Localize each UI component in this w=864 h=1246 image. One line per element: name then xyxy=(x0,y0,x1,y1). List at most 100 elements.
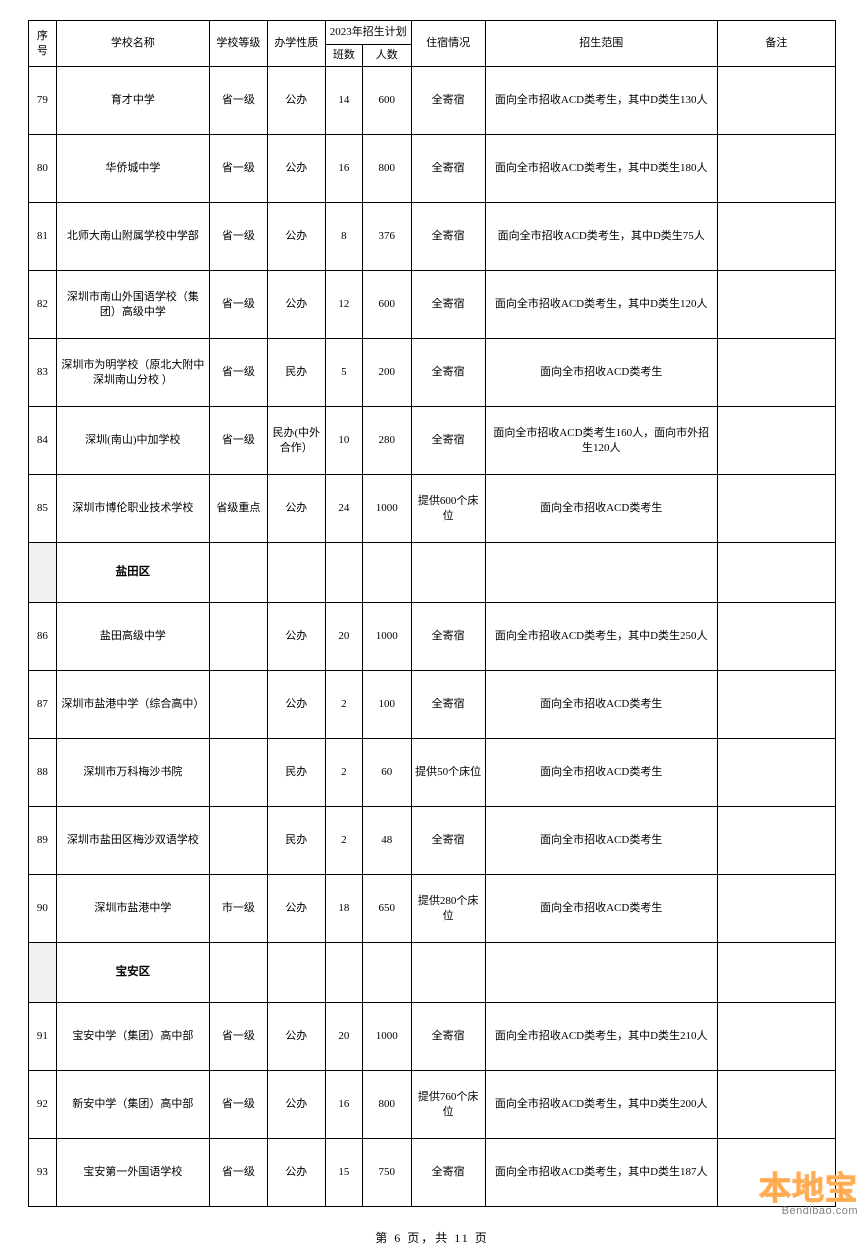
table-row: 85深圳市博伦职业技术学校省级重点公办241000提供600个床位面向全市招收A… xyxy=(29,475,836,543)
cell-level: 省一级 xyxy=(209,407,267,475)
cell-name: 新安中学（集团）高中部 xyxy=(56,1071,209,1139)
cell-classes: 2 xyxy=(325,671,362,739)
cell-classes: 14 xyxy=(325,67,362,135)
cell-seq: 84 xyxy=(29,407,57,475)
cell-remark xyxy=(717,271,835,339)
cell-type: 公办 xyxy=(267,203,325,271)
section-empty xyxy=(411,543,485,603)
section-empty xyxy=(325,543,362,603)
cell-seq: 92 xyxy=(29,1071,57,1139)
table-row: 90深圳市盐港中学市一级公办18650提供280个床位面向全市招收ACD类考生 xyxy=(29,875,836,943)
cell-classes: 15 xyxy=(325,1139,362,1207)
section-seq xyxy=(29,543,57,603)
col-seq-header: 序号 xyxy=(29,21,57,67)
section-name: 盐田区 xyxy=(56,543,209,603)
cell-seq: 89 xyxy=(29,807,57,875)
cell-people: 650 xyxy=(362,875,411,943)
cell-type: 民办(中外合作） xyxy=(267,407,325,475)
col-name-header: 学校名称 xyxy=(56,21,209,67)
cell-name: 深圳(南山)中加学校 xyxy=(56,407,209,475)
cell-type: 民办 xyxy=(267,739,325,807)
cell-board: 全寄宿 xyxy=(411,135,485,203)
cell-people: 48 xyxy=(362,807,411,875)
cell-scope: 面向全市招收ACD类考生，其中D类生187人 xyxy=(485,1139,717,1207)
cell-remark xyxy=(717,339,835,407)
cell-board: 全寄宿 xyxy=(411,1003,485,1071)
col-remark-header: 备注 xyxy=(717,21,835,67)
cell-classes: 10 xyxy=(325,407,362,475)
table-row: 84深圳(南山)中加学校省一级民办(中外合作）10280全寄宿面向全市招收ACD… xyxy=(29,407,836,475)
cell-seq: 88 xyxy=(29,739,57,807)
cell-people: 200 xyxy=(362,339,411,407)
section-empty xyxy=(485,543,717,603)
watermark: 本地宝 Bendibao.com xyxy=(759,1172,858,1217)
cell-level xyxy=(209,739,267,807)
cell-level: 省一级 xyxy=(209,271,267,339)
cell-people: 1000 xyxy=(362,475,411,543)
cell-classes: 16 xyxy=(325,135,362,203)
table-row: 83深圳市为明学校（原北大附中深圳南山分校 ）省一级民办5200全寄宿面向全市招… xyxy=(29,339,836,407)
table-row: 79育才中学省一级公办14600全寄宿面向全市招收ACD类考生，其中D类生130… xyxy=(29,67,836,135)
cell-seq: 80 xyxy=(29,135,57,203)
cell-people: 600 xyxy=(362,67,411,135)
cell-type: 公办 xyxy=(267,603,325,671)
cell-classes: 8 xyxy=(325,203,362,271)
cell-board: 全寄宿 xyxy=(411,603,485,671)
cell-classes: 5 xyxy=(325,339,362,407)
cell-name: 盐田高级中学 xyxy=(56,603,209,671)
cell-name: 深圳市盐港中学 xyxy=(56,875,209,943)
col-plan-header: 2023年招生计划 xyxy=(325,21,411,45)
cell-people: 280 xyxy=(362,407,411,475)
cell-seq: 86 xyxy=(29,603,57,671)
cell-board: 全寄宿 xyxy=(411,67,485,135)
cell-seq: 87 xyxy=(29,671,57,739)
cell-remark xyxy=(717,671,835,739)
cell-people: 750 xyxy=(362,1139,411,1207)
table-row: 87深圳市盐港中学（综合高中）公办2100全寄宿面向全市招收ACD类考生 xyxy=(29,671,836,739)
cell-seq: 91 xyxy=(29,1003,57,1071)
cell-board: 全寄宿 xyxy=(411,203,485,271)
cell-name: 深圳市南山外国语学校（集团）高级中学 xyxy=(56,271,209,339)
cell-scope: 面向全市招收ACD类考生，其中D类生210人 xyxy=(485,1003,717,1071)
cell-scope: 面向全市招收ACD类考生160人，面向市外招生120人 xyxy=(485,407,717,475)
table-row: 86盐田高级中学公办201000全寄宿面向全市招收ACD类考生，其中D类生250… xyxy=(29,603,836,671)
cell-type: 民办 xyxy=(267,807,325,875)
cell-name: 深圳市博伦职业技术学校 xyxy=(56,475,209,543)
cell-people: 800 xyxy=(362,1071,411,1139)
section-empty xyxy=(411,943,485,1003)
enrollment-table: 序号 学校名称 学校等级 办学性质 2023年招生计划 住宿情况 招生范围 备注… xyxy=(28,20,836,1207)
cell-seq: 85 xyxy=(29,475,57,543)
cell-type: 公办 xyxy=(267,475,325,543)
cell-level xyxy=(209,603,267,671)
cell-board: 全寄宿 xyxy=(411,339,485,407)
cell-seq: 93 xyxy=(29,1139,57,1207)
col-classes-header: 班数 xyxy=(325,45,362,67)
col-people-header: 人数 xyxy=(362,45,411,67)
cell-scope: 面向全市招收ACD类考生，其中D类生200人 xyxy=(485,1071,717,1139)
cell-remark xyxy=(717,475,835,543)
watermark-logo-text: 本地宝 xyxy=(759,1172,858,1204)
table-row: 92新安中学（集团）高中部省一级公办16800提供760个床位面向全市招收ACD… xyxy=(29,1071,836,1139)
table-row: 89深圳市盐田区梅沙双语学校民办248全寄宿面向全市招收ACD类考生 xyxy=(29,807,836,875)
col-level-header: 学校等级 xyxy=(209,21,267,67)
cell-seq: 79 xyxy=(29,67,57,135)
table-row: 88深圳市万科梅沙书院民办260提供50个床位面向全市招收ACD类考生 xyxy=(29,739,836,807)
cell-classes: 18 xyxy=(325,875,362,943)
cell-name: 宝安第一外国语学校 xyxy=(56,1139,209,1207)
cell-classes: 20 xyxy=(325,603,362,671)
cell-classes: 2 xyxy=(325,739,362,807)
cell-people: 1000 xyxy=(362,1003,411,1071)
cell-board: 全寄宿 xyxy=(411,807,485,875)
cell-remark xyxy=(717,875,835,943)
cell-remark xyxy=(717,1071,835,1139)
cell-name: 深圳市为明学校（原北大附中深圳南山分校 ） xyxy=(56,339,209,407)
cell-scope: 面向全市招收ACD类考生 xyxy=(485,475,717,543)
cell-scope: 面向全市招收ACD类考生，其中D类生130人 xyxy=(485,67,717,135)
cell-board: 全寄宿 xyxy=(411,1139,485,1207)
cell-type: 民办 xyxy=(267,339,325,407)
cell-board: 全寄宿 xyxy=(411,407,485,475)
cell-remark xyxy=(717,203,835,271)
cell-level: 省一级 xyxy=(209,1071,267,1139)
cell-level: 省一级 xyxy=(209,1003,267,1071)
cell-remark xyxy=(717,739,835,807)
